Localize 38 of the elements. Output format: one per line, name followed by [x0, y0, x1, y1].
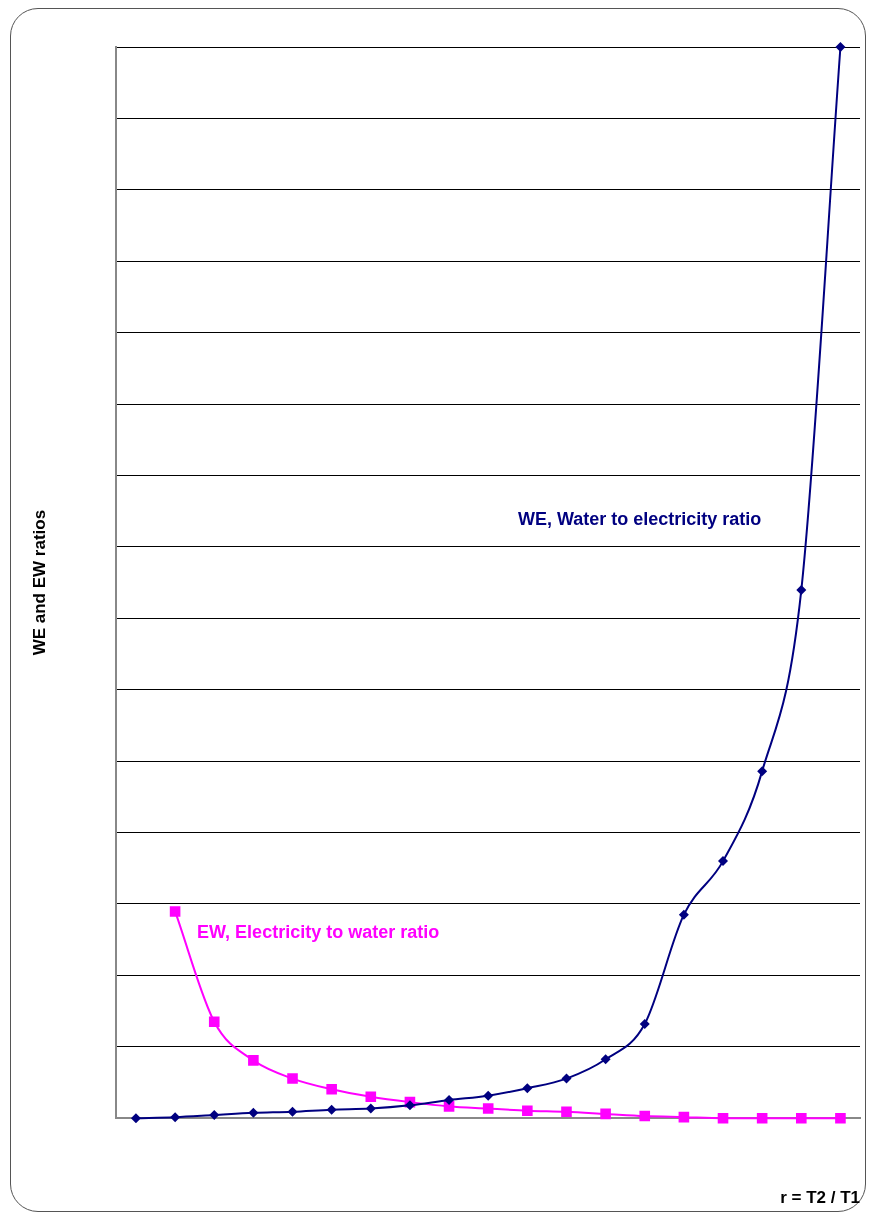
point — [209, 1109, 220, 1120]
point — [208, 1016, 220, 1028]
x-axis-title: r = T2 / T1 — [780, 1188, 860, 1208]
text: WE, Water to electricity ratio — [517, 509, 762, 530]
series-label: EW, Electricity to water ratio — [197, 922, 440, 943]
point — [287, 1073, 298, 1084]
point — [170, 1112, 181, 1123]
point — [483, 1090, 494, 1101]
point — [130, 1113, 141, 1124]
point — [795, 1112, 807, 1124]
point — [678, 909, 689, 920]
point — [718, 856, 729, 867]
point — [287, 1106, 298, 1117]
point — [326, 1104, 337, 1115]
point — [522, 1105, 533, 1117]
point — [365, 1091, 377, 1103]
point — [600, 1108, 611, 1120]
point — [835, 1112, 846, 1124]
point — [796, 585, 807, 596]
point — [326, 1083, 337, 1095]
point — [835, 42, 846, 52]
point — [365, 1103, 376, 1114]
point — [522, 1083, 533, 1094]
point — [482, 1103, 494, 1114]
point — [600, 1054, 611, 1065]
point — [639, 1018, 650, 1029]
point — [248, 1055, 259, 1066]
point — [561, 1106, 572, 1118]
point — [561, 1073, 572, 1084]
point — [444, 1094, 455, 1105]
point — [717, 1112, 729, 1124]
point — [639, 1110, 651, 1122]
point — [169, 906, 181, 917]
point — [756, 1112, 768, 1124]
point — [757, 766, 768, 777]
y-axis-title: WE and EW ratios — [29, 509, 49, 656]
point — [404, 1100, 415, 1111]
point — [248, 1107, 259, 1118]
